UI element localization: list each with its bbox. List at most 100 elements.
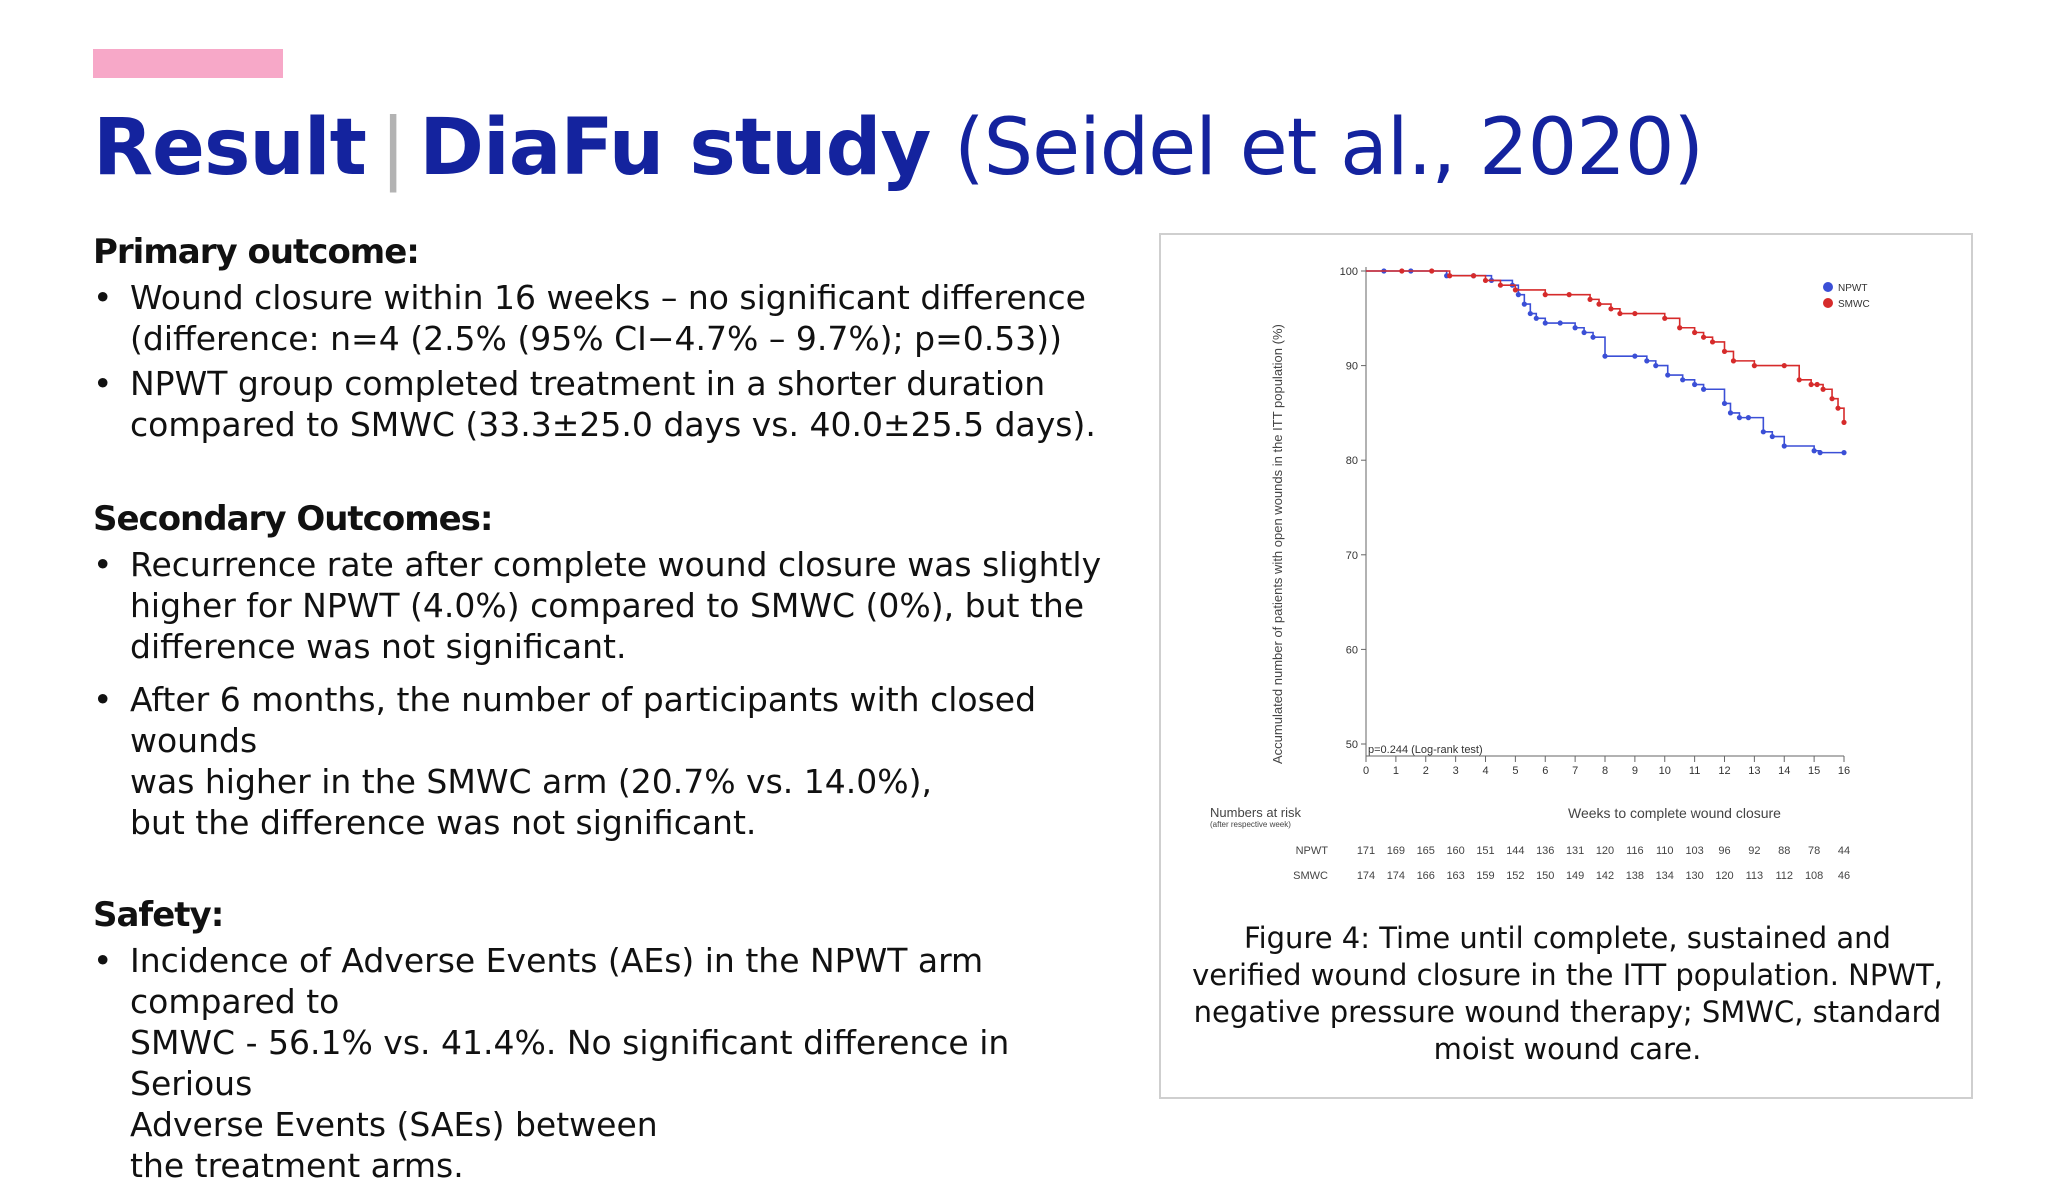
censor-mark-smwc (1617, 311, 1622, 316)
censor-mark-npwt (1692, 382, 1697, 387)
accent-bar (93, 49, 283, 78)
x-tick-label: 13 (1748, 765, 1760, 777)
censor-mark-smwc (1701, 335, 1706, 340)
risk-value: 130 (1685, 870, 1703, 882)
x-tick-label: 5 (1512, 765, 1518, 777)
censor-mark-smwc (1567, 292, 1572, 297)
censor-mark-smwc (1632, 311, 1637, 316)
risk-value: 78 (1808, 845, 1820, 857)
censor-mark-smwc (1447, 273, 1452, 278)
censor-mark-smwc (1752, 363, 1757, 368)
list-item: Wound closure within 16 weeks – no signi… (93, 277, 1123, 359)
x-tick-label: 1 (1393, 765, 1399, 777)
risk-title: Numbers at risk (1210, 805, 1302, 820)
risk-value: 169 (1387, 845, 1405, 857)
y-tick-label: 70 (1346, 550, 1358, 562)
risk-value: 112 (1775, 870, 1793, 882)
logrank-annotation: p=0.244 (Log-rank test) (1368, 744, 1483, 756)
risk-value: 108 (1805, 870, 1823, 882)
censor-mark-npwt (1581, 330, 1586, 335)
censor-mark-npwt (1770, 434, 1775, 439)
censor-mark-npwt (1516, 292, 1521, 297)
secondary-list: Recurrence rate after complete wound clo… (93, 544, 1123, 843)
censor-mark-smwc (1399, 268, 1404, 273)
list-item: Incidence of Adverse Events (AEs) in the… (93, 940, 1123, 1186)
risk-row-label: NPWT (1296, 845, 1329, 857)
risk-value: 92 (1748, 845, 1760, 857)
risk-value: 46 (1838, 870, 1850, 882)
title-citation: (Seidel et al., 2020) (954, 103, 1703, 193)
censor-mark-npwt (1602, 354, 1607, 359)
title-separator: | (366, 103, 419, 193)
censor-mark-npwt (1534, 316, 1539, 321)
legend-marker-smwc (1823, 298, 1833, 308)
x-tick-label: 0 (1363, 765, 1369, 777)
title-result: Result (93, 103, 366, 193)
risk-value: 120 (1596, 845, 1614, 857)
censor-mark-smwc (1608, 306, 1613, 311)
censor-mark-npwt (1701, 387, 1706, 392)
risk-value: 160 (1446, 845, 1464, 857)
page-title: Result | DiaFu study (Seidel et al., 2020) (93, 92, 1703, 204)
censor-mark-npwt (1632, 354, 1637, 359)
x-tick-label: 16 (1838, 765, 1850, 777)
legend-marker-npwt (1823, 282, 1833, 292)
risk-value: 150 (1536, 870, 1554, 882)
risk-value: 144 (1506, 845, 1524, 857)
censor-mark-npwt (1558, 320, 1563, 325)
km-chart: 50607080901000 1 2 3 4 5 6 7 8 9 10 11 12 13 14 15 16NPW… (1160, 234, 1972, 894)
x-tick-label: 2 (1423, 765, 1429, 777)
legend-label-smwc: SMWC (1838, 299, 1870, 310)
x-tick-label: 11 (1689, 765, 1700, 777)
risk-value: 165 (1417, 845, 1435, 857)
censor-mark-npwt (1737, 415, 1742, 420)
censor-mark-npwt (1818, 450, 1823, 455)
censor-mark-smwc (1710, 339, 1715, 344)
series-line-npwt (1366, 271, 1844, 453)
list-item: NPWT group completed treatment in a shor… (93, 363, 1123, 445)
censor-mark-smwc (1809, 382, 1814, 387)
x-tick-label: 8 (1602, 765, 1608, 777)
outcomes-text: Primary outcome: Wound closure within 16… (93, 232, 1123, 1190)
censor-mark-smwc (1662, 316, 1667, 321)
censor-mark-npwt (1761, 429, 1766, 434)
risk-value: 142 (1596, 870, 1614, 882)
legend-label-npwt: NPWT (1838, 283, 1867, 294)
risk-value: 171 (1357, 845, 1375, 857)
censor-mark-smwc (1782, 363, 1787, 368)
list-item: Recurrence rate after complete wound clo… (93, 544, 1123, 667)
x-tick-label: 7 (1572, 765, 1578, 777)
y-tick-label: 60 (1346, 644, 1358, 656)
risk-value: 88 (1778, 845, 1790, 857)
censor-mark-npwt (1841, 450, 1846, 455)
risk-value: 113 (1746, 870, 1764, 882)
risk-value: 120 (1715, 870, 1733, 882)
censor-mark-smwc (1797, 377, 1802, 382)
censor-mark-npwt (1644, 358, 1649, 363)
censor-mark-npwt (1573, 325, 1578, 330)
censor-mark-smwc (1596, 302, 1601, 307)
censor-mark-smwc (1692, 330, 1697, 335)
list-item: After 6 months, the number of participan… (93, 679, 1123, 843)
censor-mark-npwt (1722, 401, 1727, 406)
risk-value: 103 (1685, 845, 1703, 857)
risk-value: 166 (1417, 870, 1435, 882)
censor-mark-npwt (1680, 377, 1685, 382)
risk-value: 138 (1626, 870, 1644, 882)
censor-mark-npwt (1543, 320, 1548, 325)
censor-mark-smwc (1835, 406, 1840, 411)
primary-heading: Primary outcome: (93, 232, 1123, 273)
safety-heading: Safety: (93, 895, 1123, 936)
censor-mark-smwc (1483, 278, 1488, 283)
risk-row-label: SMWC (1293, 870, 1328, 882)
censor-mark-npwt (1665, 372, 1670, 377)
risk-value: 131 (1566, 845, 1584, 857)
censor-mark-smwc (1587, 297, 1592, 302)
risk-value: 163 (1446, 870, 1464, 882)
safety-list: Incidence of Adverse Events (AEs) in the… (93, 940, 1123, 1186)
censor-mark-smwc (1471, 273, 1476, 278)
risk-value: 110 (1656, 845, 1674, 857)
censor-mark-npwt (1728, 410, 1733, 415)
censor-mark-smwc (1731, 358, 1736, 363)
censor-mark-npwt (1528, 311, 1533, 316)
